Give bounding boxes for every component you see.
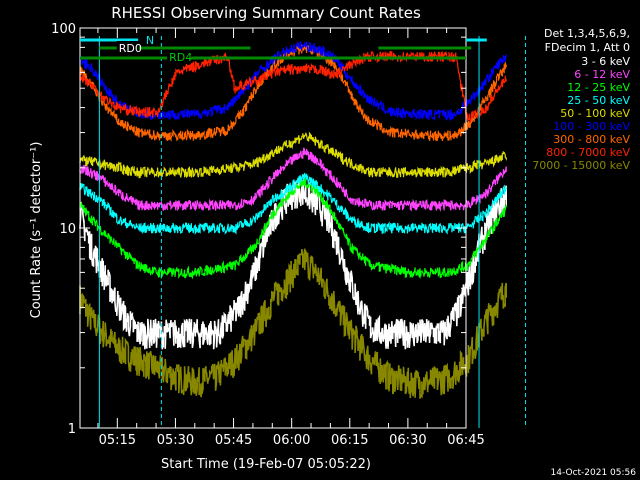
legend-entry: 100 - 300 keV	[553, 120, 630, 133]
x-tick-label: 05:30	[157, 433, 194, 448]
rd0-label: RD0	[119, 42, 142, 55]
series-line	[79, 131, 507, 179]
legend-entry: 300 - 800 keV	[553, 133, 630, 146]
plot-lines	[79, 41, 507, 399]
y-tick-label: 1	[68, 422, 76, 437]
annotations: N RD0 RD4	[80, 34, 527, 428]
rd0-label-bg	[116, 41, 139, 54]
rd4-label-bg	[167, 51, 192, 64]
series-line	[79, 172, 507, 236]
n-marker-label: N	[146, 34, 154, 47]
legend-entry: 12 - 25 keV	[567, 81, 630, 94]
series-line	[79, 176, 507, 280]
legend-entry: 50 - 100 keV	[560, 107, 630, 120]
legend-entry: 7000 - 15000 keV	[532, 159, 630, 172]
series-line	[79, 248, 507, 399]
legend-entry: 800 - 7000 keV	[546, 146, 630, 159]
x-tick-label: 05:45	[215, 433, 252, 448]
y-axis-label: Count Rate (s⁻¹ detector⁻¹)	[29, 142, 44, 319]
x-tick-label: 06:15	[331, 433, 368, 448]
x-tick-label: 06:45	[447, 433, 484, 448]
chart-title: RHESSI Observing Summary Count Rates	[111, 4, 421, 22]
y-tick-label: 100	[51, 22, 76, 37]
legend: Det 1,3,4,5,6,9, FDecim 1, Att 0 3 - 6 k…	[532, 27, 630, 172]
x-tick-label: 06:30	[389, 433, 426, 448]
x-axis-label: Start Time (19-Feb-07 05:05:22)	[161, 457, 371, 472]
legend-entry: 6 - 12 keV	[574, 68, 630, 81]
series-line	[79, 147, 507, 212]
legend-header-line-2: FDecim 1, Att 0	[545, 41, 630, 54]
legend-entry: 3 - 6 keV	[581, 55, 630, 68]
y-tick-label: 10	[59, 222, 76, 237]
legend-entry: 25 - 50 keV	[567, 94, 630, 107]
axis-ticks: 05:15 05:30 05:45 06:00 06:15 06:30 06:45 1 10 10…	[51, 22, 485, 448]
series-line	[79, 50, 507, 123]
footer-timestamp: 14-Oct-2021 05:56	[551, 468, 637, 478]
rd4-label: RD4	[169, 51, 192, 64]
x-tick-label: 05:15	[99, 433, 136, 448]
x-tick-label: 06:00	[273, 433, 310, 448]
legend-header-line-1: Det 1,3,4,5,6,9,	[544, 27, 630, 40]
